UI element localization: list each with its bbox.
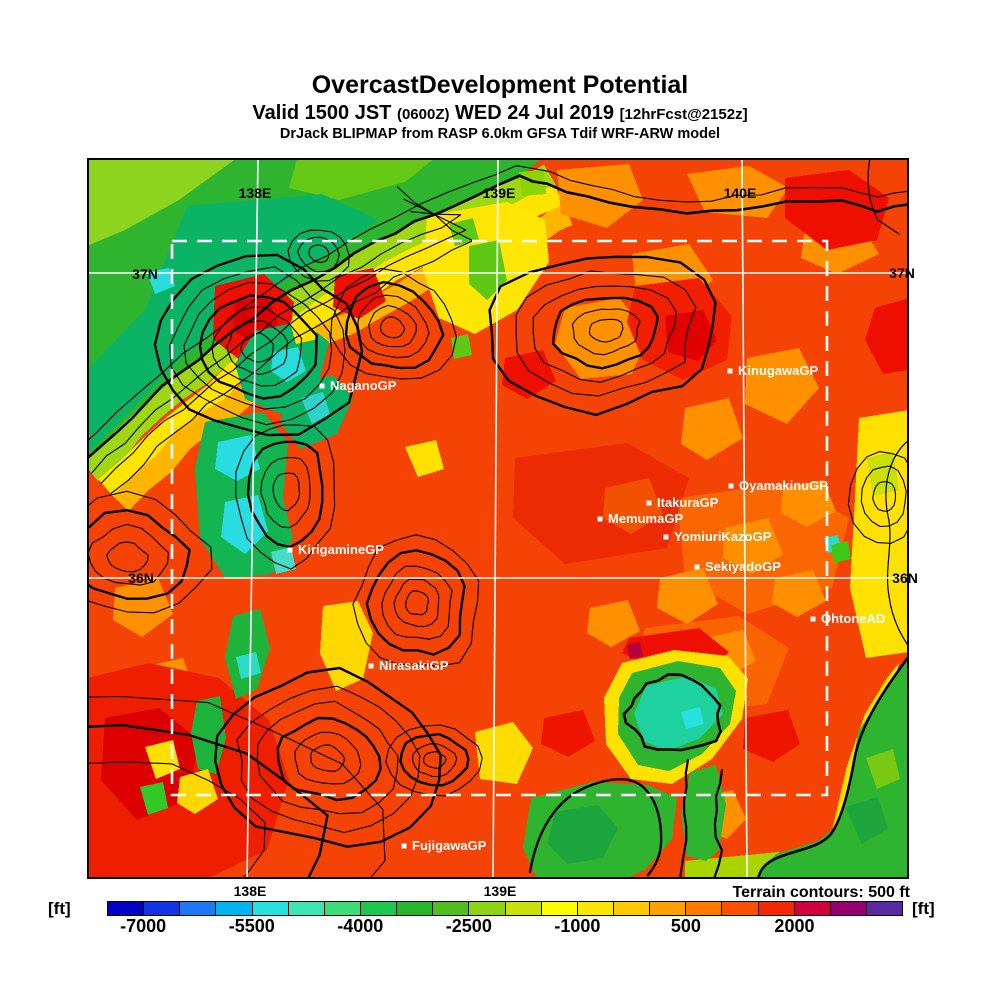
header: OvercastDevelopment Potential Valid 1500… <box>0 71 1000 143</box>
coastline-contours <box>528 158 909 879</box>
colorbar-segment <box>504 902 541 915</box>
colorbar-segment <box>649 902 686 915</box>
colorbar-tick-label: -5500 <box>228 916 275 936</box>
task-region-dashed-box <box>170 239 829 797</box>
site-label: SekiyadoGP <box>705 559 781 575</box>
page-title: OvercastDevelopment Potential <box>311 71 689 99</box>
valid-time-prefix: Valid 1500 JST <box>252 101 397 124</box>
colorbar-unit-left: [ft] <box>48 899 71 918</box>
map-border <box>87 158 909 879</box>
colorbar-segment <box>793 902 830 915</box>
grid-label-top-1: 139E <box>482 185 516 201</box>
site-label: NirasakiGP <box>379 658 449 674</box>
forecast-tag: [12hrFcst@2152z] <box>619 105 748 123</box>
colorbar-segment <box>179 902 216 915</box>
grid-label-right-0: 37N <box>889 265 915 281</box>
colorbar-segment <box>865 902 903 915</box>
colorbar <box>107 901 903 916</box>
terrain-contours-note: Terrain contours: 500 ft <box>732 884 910 901</box>
grid-label-left-0: 37N <box>132 266 158 282</box>
site-label: FujigawaGP <box>412 838 487 854</box>
colorbar-segment <box>685 902 722 915</box>
colorbar-segment <box>359 902 397 915</box>
map-area: 138E 139E 140E 37N 36N 37N 36N NaganoGP Kinugaw… <box>87 158 918 879</box>
site-label: OhtoneAD <box>821 611 886 627</box>
grid-label-bottom-0: 138E <box>233 883 267 899</box>
valid-time-line: Valid 1500 JST (0600Z) WED 24 Jul 2019 [… <box>0 102 1000 126</box>
colorbar-segment <box>721 902 758 915</box>
site-dot <box>694 564 700 570</box>
site-label: OyamakinuGP <box>739 478 828 494</box>
colorbar-tick-label: -4000 <box>337 916 384 936</box>
site-dot <box>663 534 669 540</box>
colorbar-segment <box>143 902 180 915</box>
colorbar-tick-label: -7000 <box>120 916 167 936</box>
grid-label-top-2: 140E <box>723 185 757 201</box>
site-dot <box>401 843 407 849</box>
colorbar-segment <box>540 902 577 915</box>
site-dot <box>646 500 652 506</box>
site-label: KirigamineGP <box>298 542 384 558</box>
forecast-map-svg <box>87 158 909 879</box>
colorbar-segment <box>829 902 866 915</box>
site-label: YomiuriKazoGP <box>674 529 772 545</box>
colorbar-tick-label: 500 <box>670 916 701 936</box>
site-label: ItakuraGP <box>657 495 719 511</box>
colorbar-tick-label: 2000 <box>774 916 815 936</box>
colorbar-segment <box>323 902 360 915</box>
colorbar-segment <box>757 902 794 915</box>
site-label: MemumaGP <box>608 511 684 527</box>
valid-time-date: WED 24 Jul 2019 <box>449 101 620 124</box>
colorbar-segment <box>612 902 650 915</box>
grid-label-left-1: 36N <box>128 570 154 586</box>
model-info-line: DrJack BLIPMAP from RASP 6.0km GFSA Tdif… <box>279 126 721 143</box>
colorbar-segment <box>468 902 505 915</box>
colorbar-segment <box>576 902 613 915</box>
colorbar-tick-label: -2500 <box>445 916 492 936</box>
colorbar-segment <box>251 902 288 915</box>
site-dot <box>727 368 733 374</box>
valid-time-zulu: (0600Z) <box>396 105 450 123</box>
grid-label-top-0: 138E <box>238 185 272 201</box>
colorbar-segment <box>432 902 469 915</box>
site-dot <box>287 547 293 553</box>
colorbar-segment <box>287 902 324 915</box>
site-label: NaganoGP <box>330 378 397 394</box>
site-dot <box>597 516 603 522</box>
grid-label-bottom-1: 139E <box>483 883 517 899</box>
potential-color-fills <box>87 158 909 879</box>
colorbar-segment <box>108 902 144 915</box>
colorbar-unit-right: [ft] <box>912 899 935 918</box>
site-label: KinugawaGP <box>738 363 819 379</box>
site-dot <box>728 483 734 489</box>
latlon-grid <box>87 158 909 879</box>
site-dot <box>319 383 325 389</box>
site-dot <box>810 616 816 622</box>
site-dot <box>368 663 374 669</box>
colorbar-tick-label: -1000 <box>554 916 601 936</box>
grid-label-right-1: 36N <box>892 570 918 586</box>
colorbar-segment <box>215 902 252 915</box>
colorbar-segment <box>396 902 433 915</box>
